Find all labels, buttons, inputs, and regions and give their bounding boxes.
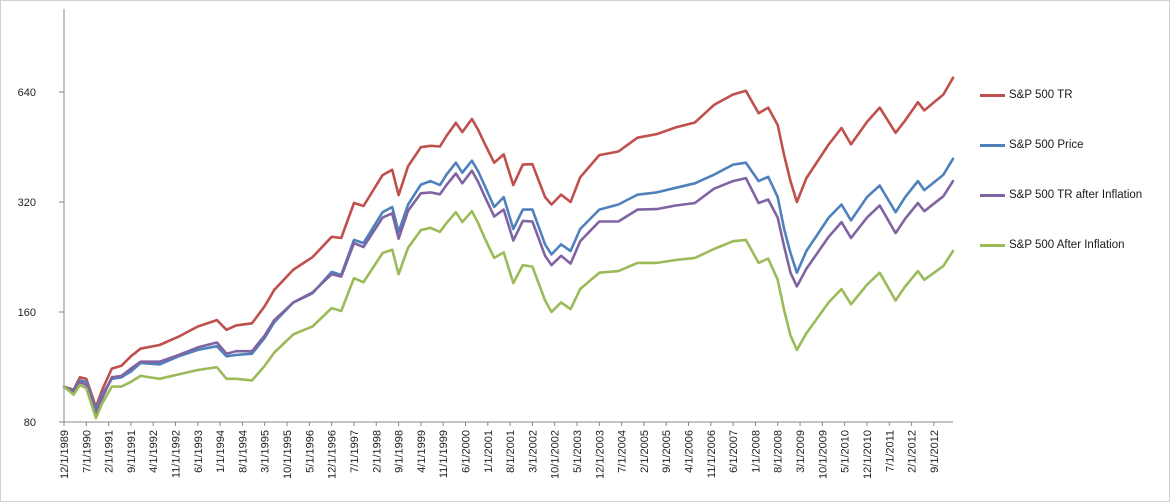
legend-item: S&P 500 Price	[980, 137, 1084, 153]
x-axis: 12/1/1989 7/1/1990 2/1/1991 9/1/1991 4/1/199…	[59, 421, 953, 479]
x-tick-label: 8/1/2008	[773, 430, 785, 473]
x-tick-label: 8/1/2001	[505, 430, 517, 473]
x-tick-label: 2/1/2012	[907, 430, 919, 473]
x-tick-label: 11/1/2006	[706, 430, 718, 478]
x-tick-label: 1/1/1994	[215, 430, 227, 473]
y-tick-label: 80	[24, 417, 36, 429]
x-tick-label: 7/1/1997	[349, 430, 361, 473]
x-tick-label: 3/1/2009	[795, 430, 807, 473]
series-line-0	[62, 76, 955, 409]
legend-label: S&P 500 TR	[1009, 89, 1073, 101]
x-tick-label: 8/1/1994	[237, 430, 249, 473]
legend-swatch	[980, 193, 1005, 197]
series-line-1	[62, 157, 955, 412]
x-tick-label: 12/1/1996	[327, 430, 339, 479]
series-line-2	[62, 169, 955, 416]
x-tick-label: 2/1/1991	[104, 430, 116, 473]
x-tick-label: 6/1/2000	[460, 430, 472, 473]
y-tick-label: 160	[18, 307, 36, 319]
series-line-3	[62, 209, 955, 420]
x-tick-label: 10/1/2009	[817, 430, 829, 479]
x-tick-label: 2/1/1998	[371, 430, 383, 473]
x-tick-label: 7/1/2011	[884, 430, 896, 472]
legend-item: S&P 500 After Inflation	[980, 237, 1125, 253]
x-tick-label: 5/1/2010	[840, 430, 852, 473]
x-tick-label: 7/1/2004	[617, 430, 629, 473]
x-tick-label: 1/1/2001	[483, 430, 495, 473]
legend-label: S&P 500 TR after Inflation	[1009, 189, 1143, 201]
legend-label: S&P 500 After Inflation	[1009, 239, 1125, 251]
x-tick-label: 6/1/2007	[728, 430, 740, 473]
legend-item: S&P 500 TR after Inflation	[980, 187, 1142, 203]
legend-swatch	[980, 93, 1005, 97]
x-tick-label: 4/1/1992	[148, 430, 160, 473]
x-tick-label: 6/1/1993	[193, 430, 205, 473]
legend-swatch	[980, 143, 1005, 147]
legend-item: S&P 500 TR	[980, 87, 1073, 103]
x-tick-label: 12/1/2003	[594, 430, 606, 479]
x-tick-label: 3/1/2002	[527, 430, 539, 473]
x-tick-label: 9/1/1991	[126, 430, 138, 473]
legend-label: S&P 500 Price	[1009, 139, 1084, 151]
x-tick-label: 7/1/1990	[81, 430, 93, 473]
x-tick-label: 11/1/1999	[438, 430, 450, 478]
x-tick-label: 4/1/2006	[684, 430, 696, 473]
x-tick-label: 5/1/2003	[572, 430, 584, 473]
x-tick-label: 10/1/2002	[550, 430, 562, 479]
x-tick-label: 3/1/1995	[260, 430, 272, 473]
x-tick-label: 4/1/1999	[416, 430, 428, 473]
x-tick-label: 9/1/2012	[929, 430, 941, 473]
x-tick-label: 9/1/2005	[661, 430, 673, 473]
x-tick-label: 5/1/1996	[304, 430, 316, 473]
series-lines	[62, 76, 955, 420]
x-tick-label: 12/1/2010	[862, 430, 874, 479]
x-tick-label: 12/1/1989	[59, 430, 71, 479]
y-tick-label: 640	[18, 87, 36, 99]
y-tick-label: 320	[18, 197, 36, 209]
x-tick-label: 10/1/1995	[282, 430, 294, 479]
x-tick-label: 11/1/1992	[171, 430, 183, 478]
x-tick-label: 1/1/2008	[750, 430, 762, 473]
x-tick-label: 9/1/1998	[394, 430, 406, 473]
x-tick-label: 2/1/2005	[639, 430, 651, 473]
legend-swatch	[980, 243, 1005, 247]
y-axis: 80 160 320 640	[18, 9, 65, 429]
